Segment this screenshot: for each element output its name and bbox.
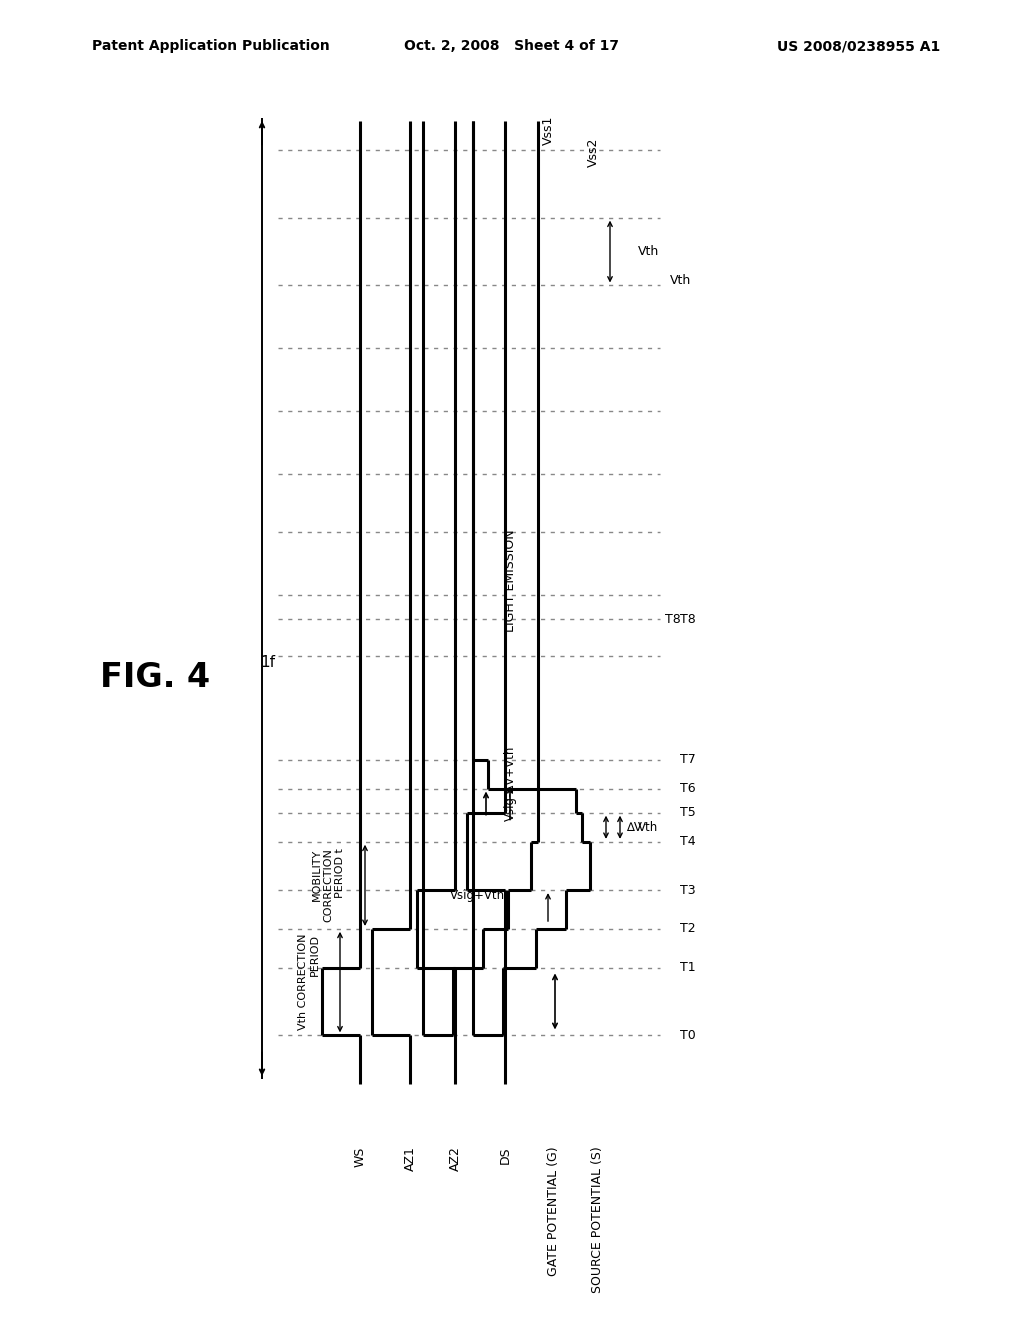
Text: T7: T7 bbox=[680, 752, 695, 766]
Text: T5: T5 bbox=[680, 807, 695, 820]
Text: Patent Application Publication: Patent Application Publication bbox=[92, 40, 330, 53]
Text: T2: T2 bbox=[680, 923, 695, 936]
Text: Vss1: Vss1 bbox=[542, 116, 555, 145]
Text: Vsig-∆V+Vth: Vsig-∆V+Vth bbox=[504, 746, 516, 821]
Text: ∆V: ∆V bbox=[626, 821, 642, 834]
Text: Vss2: Vss2 bbox=[587, 139, 599, 168]
Text: AZ2: AZ2 bbox=[449, 1147, 462, 1171]
Text: DS: DS bbox=[499, 1147, 512, 1164]
Text: 1f: 1f bbox=[260, 655, 275, 671]
Text: T8: T8 bbox=[680, 612, 695, 626]
Text: Vth: Vth bbox=[638, 246, 659, 259]
Text: SOURCE POTENTIAL (S): SOURCE POTENTIAL (S) bbox=[592, 1147, 604, 1294]
Text: LIGHT EMISSION: LIGHT EMISSION bbox=[504, 529, 516, 632]
Text: MOBILITY
CORRECTION
PERIOD t: MOBILITY CORRECTION PERIOD t bbox=[311, 849, 345, 923]
Text: T3: T3 bbox=[680, 883, 695, 896]
Text: FIG. 4: FIG. 4 bbox=[100, 661, 210, 694]
Text: Oct. 2, 2008   Sheet 4 of 17: Oct. 2, 2008 Sheet 4 of 17 bbox=[404, 40, 620, 53]
Text: T0: T0 bbox=[680, 1028, 695, 1041]
Text: GATE POTENTIAL (G): GATE POTENTIAL (G) bbox=[547, 1147, 559, 1276]
Text: Vsig+Vth: Vsig+Vth bbox=[450, 888, 505, 902]
Text: Vth: Vth bbox=[670, 275, 691, 286]
Text: US 2008/0238955 A1: US 2008/0238955 A1 bbox=[777, 40, 940, 53]
Text: Vth CORRECTION
PERIOD: Vth CORRECTION PERIOD bbox=[298, 933, 319, 1031]
Text: WS: WS bbox=[353, 1147, 367, 1167]
Text: T1: T1 bbox=[680, 961, 695, 974]
Text: T6: T6 bbox=[680, 781, 695, 795]
Text: AZ1: AZ1 bbox=[403, 1147, 417, 1171]
Text: Vth: Vth bbox=[638, 821, 658, 834]
Text: T4: T4 bbox=[680, 836, 695, 849]
Text: T8: T8 bbox=[665, 612, 681, 626]
